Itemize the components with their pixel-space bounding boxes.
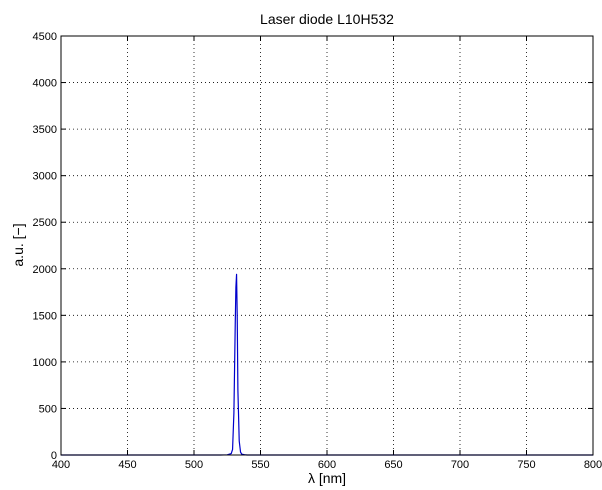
y-axis-label: a.u. [−]	[10, 223, 26, 266]
y-tick-label: 0	[51, 450, 57, 462]
y-tick-label: 3000	[33, 171, 57, 183]
plot-area	[61, 36, 593, 455]
y-tick-label: 4500	[33, 31, 57, 43]
x-tick-label: 400	[52, 459, 70, 471]
y-tick-label: 500	[39, 403, 57, 415]
chart-title: Laser diode L10H532	[260, 11, 394, 27]
y-tick-label: 4000	[33, 78, 57, 90]
x-tick-label: 700	[451, 459, 469, 471]
x-tick-label: 750	[517, 459, 535, 471]
y-tick-label: 2500	[33, 217, 57, 229]
y-tick-label: 1500	[33, 310, 57, 322]
x-tick-label: 550	[251, 459, 269, 471]
grid	[61, 36, 593, 455]
x-tick-label: 800	[584, 459, 602, 471]
y-tick-label: 3500	[33, 124, 57, 136]
y-tick-label: 1000	[33, 357, 57, 369]
x-tick-label: 650	[384, 459, 402, 471]
y-tick-label: 2000	[33, 264, 57, 276]
x-tick-label: 500	[185, 459, 203, 471]
x-tick-labels: 400 450 500 550 600 650 700 750 800	[52, 459, 602, 471]
x-tick-label: 600	[318, 459, 336, 471]
x-axis-label: λ [nm]	[308, 470, 346, 486]
plot-frame	[60, 35, 594, 456]
x-tick-label: 450	[118, 459, 136, 471]
y-tick-labels: 0 500 1000 1500 2000 2500 3000 3500 4000 4500	[33, 31, 57, 462]
